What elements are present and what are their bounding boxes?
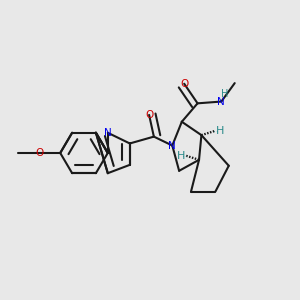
Text: N: N [104,128,112,138]
Text: ··: ·· [182,153,188,162]
Text: O: O [180,79,188,89]
Text: N: N [168,140,176,151]
Text: O: O [145,110,153,120]
Text: H: H [176,151,185,161]
Text: H: H [220,89,228,99]
Text: ··: ·· [213,128,219,137]
Text: H: H [216,126,224,136]
Text: N: N [218,97,225,106]
Text: O: O [35,148,44,158]
